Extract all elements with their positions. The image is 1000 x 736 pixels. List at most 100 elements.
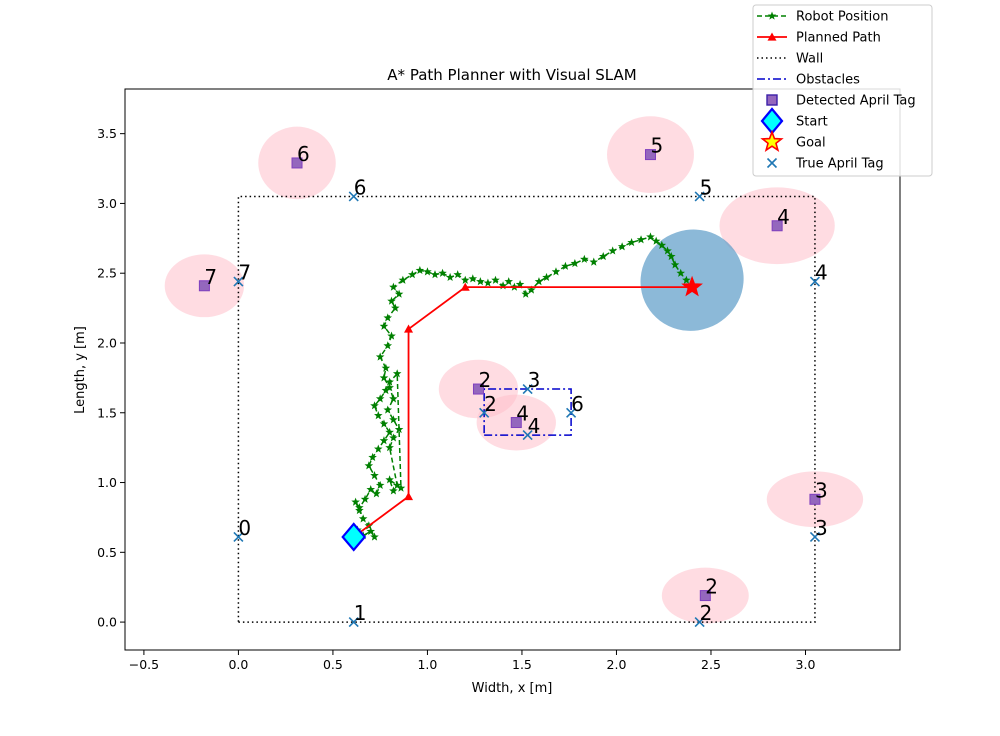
legend-entry: Wall [757,52,823,67]
true-tag-x-b [348,191,359,202]
y-axis-label: Length, y [m] [73,326,88,414]
robot-position-point [374,411,383,420]
true-tag-label: 5 [700,175,713,199]
robot-position-point [389,486,398,495]
legend-label: Detected April Tag [796,94,916,109]
true-tag-marker [233,531,244,543]
robot-position-point [551,267,561,276]
x-tick-label: 0.0 [228,657,248,672]
true-tag-x-b [348,617,359,628]
true-tag-x-b [522,430,533,441]
robot-position-point [389,415,398,424]
legend-entry: Start [760,107,828,135]
legend-label: True April Tag [795,157,884,172]
robot-position-point [392,369,402,378]
robot-position-point [408,270,417,279]
true-tag-x-b [566,407,577,418]
planned-path-point [460,282,470,291]
x-tick-label: 1.5 [512,657,532,672]
robot-position-point [375,352,385,361]
true-tag-label: 1 [354,601,367,625]
robot-position-point [385,475,394,484]
robot-position-point [385,427,394,436]
robot-position-point [392,480,402,489]
robot-position-point [398,275,408,284]
true-tag-x-b [522,383,533,395]
robot-position-point [387,331,396,340]
legend-robot-marker [767,11,777,20]
legend-entry: Obstacles [757,73,860,88]
detected-tag-label: 5 [650,134,663,158]
robot-position-point [667,251,676,261]
x-tick-label: 0.5 [323,657,343,672]
robot-position-point [438,268,447,277]
detected-tag-marker [510,417,522,429]
robot-position-point [355,503,364,512]
robot-position-point [394,289,404,298]
robot-position-point [534,277,544,286]
robot-position-point [415,265,425,275]
true-tag-marker [809,531,821,543]
legend-entry: Planned Path [757,31,881,46]
robot-position-point [527,285,536,294]
robot-position-point [383,405,393,414]
legend-entry: Detected April Tag [766,94,916,109]
robot-position-point [374,444,383,453]
y-tick-label: 0.0 [97,615,117,630]
detected-tag-label: 3 [815,478,828,502]
robot-position-point [381,363,391,372]
robot-position-point [385,383,394,392]
detected-tag-marker [198,280,210,292]
robot-position-point [370,471,379,480]
detected-tag-marker [644,149,656,161]
robot-position-point [617,242,627,251]
true-tag-marker [566,407,577,418]
detected-tag-marker [699,590,711,602]
true-tag-x-b [694,617,705,628]
robot-position-point [663,246,672,255]
robot-position-point [627,238,636,247]
true-tag-label: 6 [571,392,584,416]
robot-position-point [561,261,570,270]
robot-position-point [521,289,531,298]
legend-label: Wall [796,52,823,67]
robot-position-point [360,494,370,503]
legend-path-marker [767,32,777,41]
legend-detected-marker [766,94,778,106]
true-tag-x-b [694,191,705,202]
true-tag-marker [233,276,244,287]
robot-position-point [385,443,394,452]
robot-position-point [682,275,691,284]
x-tick-label: 2.0 [607,657,627,672]
y-tick-label: 1.5 [97,405,117,420]
robot-position-point [379,436,389,445]
goal-marker [681,275,703,297]
legend-label: Goal [796,136,826,151]
legend-box [752,4,933,177]
robot-position-point [676,268,686,277]
true-tag-label: 6 [354,175,367,199]
obstacle-line [483,388,572,436]
robot-position-point [383,313,393,322]
robot-position-point [381,385,391,395]
true-tag-marker [348,617,359,628]
true-tag-label: 3 [815,516,828,540]
robot-position-point [389,282,398,291]
true-tag-marker [348,191,359,202]
detected-tag-marker [472,383,484,395]
robot-position-point [498,281,508,290]
legend-goal-marker [760,129,784,152]
true-tag-label: 0 [238,516,251,540]
detected-tag-label: 4 [777,205,790,229]
planned-path-point [404,491,414,501]
y-tick-label: 3.0 [97,196,117,211]
robot-position-point [389,394,398,403]
robot-position-point [468,274,478,283]
robot-position-point [383,341,393,350]
legend-entry: Robot Position [757,10,888,25]
true-tag-x-b [809,531,821,543]
true-tag-label: 4 [815,261,828,285]
